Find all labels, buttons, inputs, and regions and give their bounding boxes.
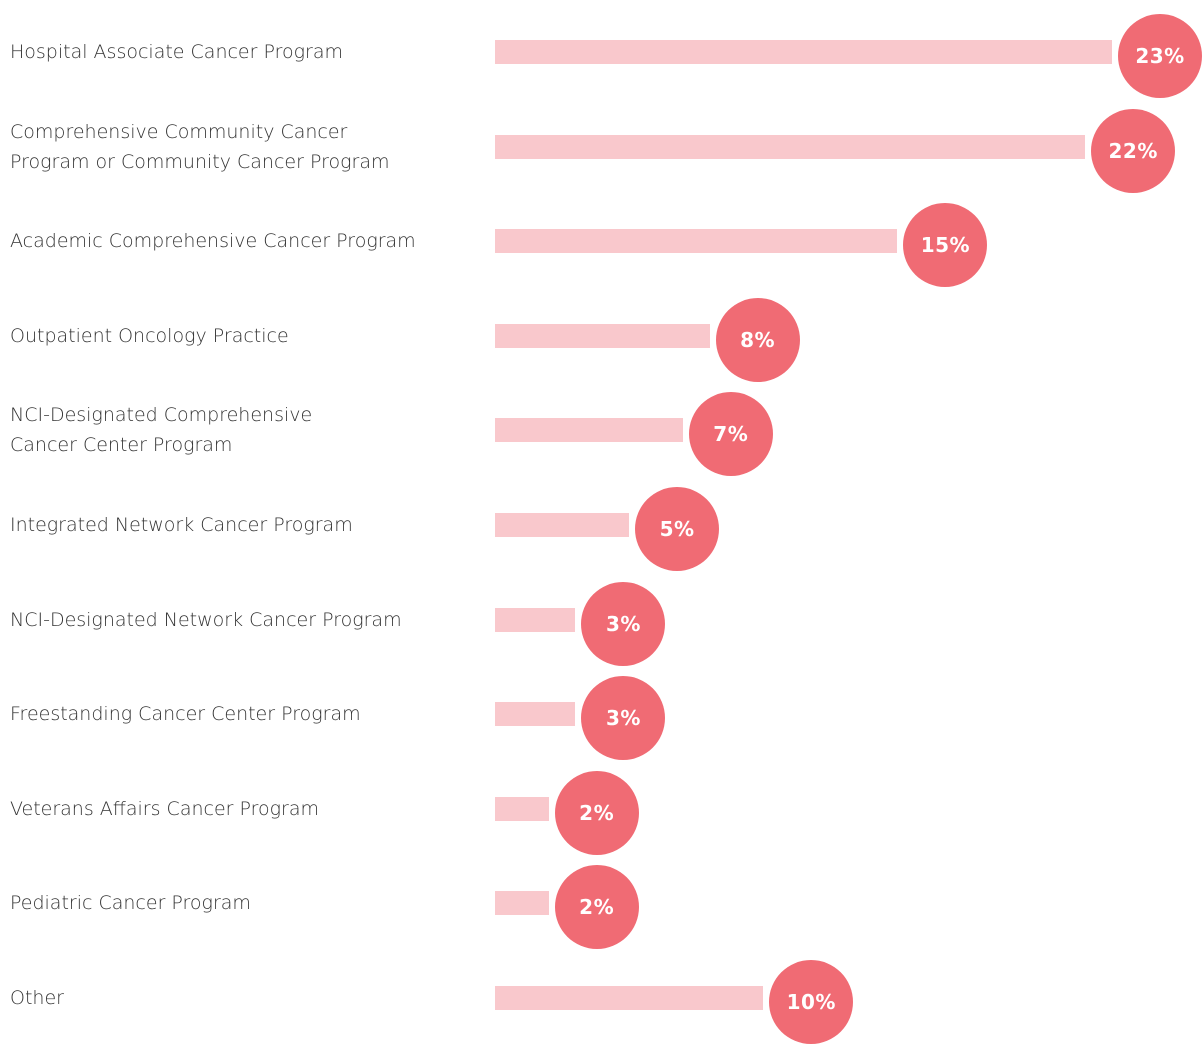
bar xyxy=(495,702,576,727)
value-label: 2% xyxy=(554,770,639,855)
value-label: 2% xyxy=(554,865,639,950)
bar xyxy=(495,40,1112,64)
value-label: 3% xyxy=(581,581,666,666)
category-label: Other xyxy=(10,987,64,1009)
category-label: Integrated Network Cancer Program xyxy=(10,514,353,536)
category-label: NCI-Designated Network Cancer Program xyxy=(10,608,402,631)
category-label: Freestanding Cancer Center Program xyxy=(10,703,361,726)
bar xyxy=(495,323,710,348)
value-label: 3% xyxy=(581,676,666,761)
value-label: 5% xyxy=(635,487,720,571)
value-label: 22% xyxy=(1091,108,1176,193)
category-label: NCI-Designated Comprehensive Cancer Cent… xyxy=(10,404,313,457)
category-label: Hospital Associate Cancer Program xyxy=(10,41,343,63)
category-label: Outpatient Oncology Practice xyxy=(10,324,289,347)
bar xyxy=(495,607,576,632)
category-label: Pediatric Cancer Program xyxy=(10,892,251,915)
category-label: Comprehensive Community Cancer Program o… xyxy=(10,120,390,173)
bar xyxy=(495,796,549,821)
bar xyxy=(495,134,1086,159)
category-label: Academic Comprehensive Cancer Program xyxy=(10,230,416,253)
category-label: Veterans Affairs Cancer Program xyxy=(10,797,319,820)
bar xyxy=(495,513,630,537)
value-label: 23% xyxy=(1118,14,1202,98)
value-label: 10% xyxy=(769,960,854,1044)
bar xyxy=(495,891,549,916)
bar xyxy=(495,418,683,443)
value-label: 15% xyxy=(903,203,988,288)
value-label: 7% xyxy=(688,392,773,477)
bar xyxy=(495,229,898,254)
bar xyxy=(495,986,764,1010)
value-label: 8% xyxy=(715,297,800,382)
